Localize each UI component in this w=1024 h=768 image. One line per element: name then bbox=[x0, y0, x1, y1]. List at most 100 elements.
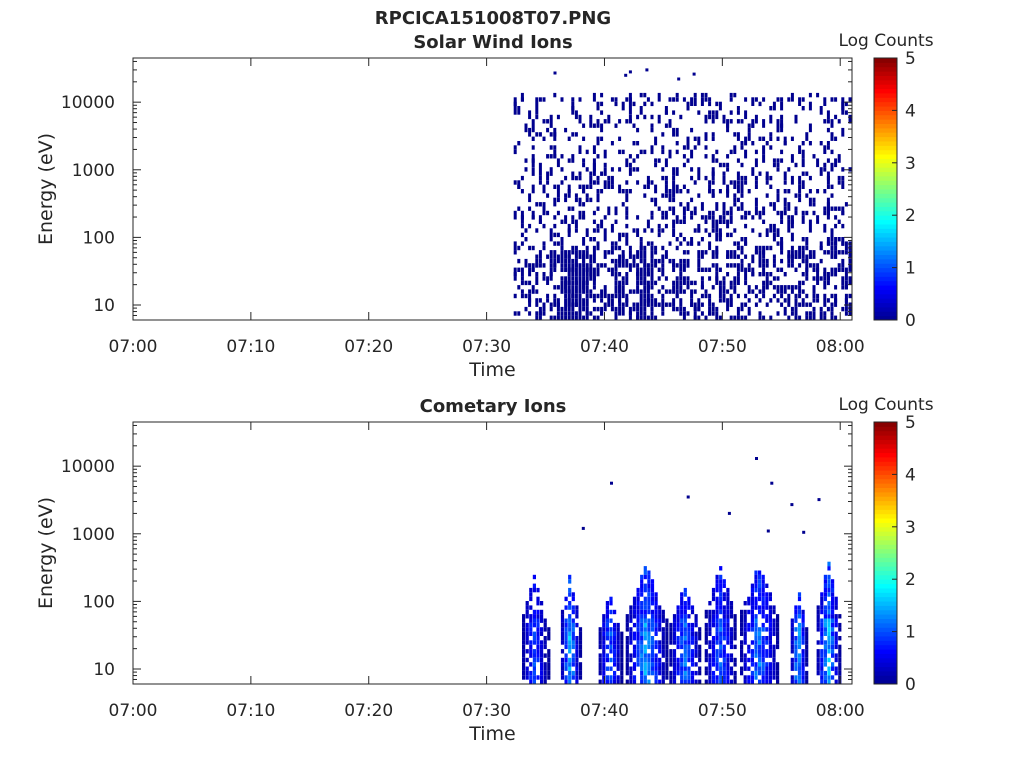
heatmap-cell bbox=[618, 258, 622, 268]
heatmap-cell bbox=[650, 254, 654, 259]
heatmap-cell bbox=[650, 596, 655, 602]
heatmap-cell bbox=[827, 579, 831, 584]
heatmap-cell bbox=[598, 670, 602, 676]
heatmap-cell bbox=[575, 679, 579, 684]
heatmap-cell bbox=[536, 644, 540, 650]
heatmap-cell bbox=[711, 210, 715, 216]
colorbar-segment bbox=[874, 154, 897, 159]
heatmap-cell bbox=[672, 306, 676, 312]
heatmap-cell bbox=[750, 618, 754, 623]
colorbar-tick-label: 4 bbox=[905, 101, 916, 121]
heatmap-cell bbox=[632, 622, 637, 628]
heatmap-cell bbox=[729, 640, 734, 645]
heatmap-cell bbox=[546, 210, 550, 216]
heatmap-cell bbox=[776, 298, 780, 303]
heatmap-cell bbox=[808, 219, 812, 224]
heatmap-cell bbox=[657, 223, 661, 229]
heatmap-cell bbox=[761, 649, 765, 654]
heatmap-cell bbox=[643, 627, 647, 632]
heatmap-cell bbox=[650, 267, 654, 272]
heatmap-cell bbox=[650, 614, 655, 619]
heatmap-cell bbox=[740, 631, 744, 636]
heatmap-cell bbox=[776, 614, 780, 619]
heatmap-cell bbox=[636, 302, 640, 312]
heatmap-cell bbox=[535, 228, 539, 233]
heatmap-cell bbox=[722, 596, 726, 602]
heatmap-cell bbox=[715, 306, 719, 312]
colorbar-segment bbox=[874, 439, 897, 445]
heatmap-cell bbox=[560, 267, 564, 272]
heatmap-cell bbox=[571, 315, 575, 320]
heatmap-cell bbox=[664, 254, 668, 259]
heatmap-cell bbox=[787, 215, 791, 220]
heatmap-cell bbox=[531, 289, 535, 294]
heatmap-cell bbox=[812, 263, 816, 268]
heatmap-cell bbox=[524, 158, 528, 163]
heatmap-cell bbox=[704, 640, 708, 645]
heatmap-cell bbox=[697, 298, 701, 303]
heatmap-cell bbox=[616, 653, 620, 658]
heatmap-cell bbox=[831, 622, 835, 628]
heatmap-cell bbox=[715, 202, 719, 207]
heatmap-cell bbox=[698, 657, 702, 663]
colorbar-segment bbox=[874, 71, 897, 76]
heatmap-cell bbox=[582, 202, 586, 207]
heatmap-cell bbox=[765, 193, 769, 198]
heatmap-cell bbox=[768, 622, 772, 628]
heatmap-cell bbox=[571, 670, 575, 676]
heatmap-point bbox=[766, 529, 770, 533]
heatmap-cell bbox=[690, 605, 695, 610]
heatmap-cell bbox=[614, 245, 618, 251]
heatmap-cell bbox=[722, 653, 726, 658]
heatmap-cell bbox=[765, 679, 769, 684]
heatmap-cell bbox=[797, 592, 802, 597]
colorbar-segment bbox=[874, 58, 897, 63]
heatmap-cell bbox=[547, 657, 551, 663]
heatmap-cell bbox=[834, 267, 838, 272]
heatmap-cell bbox=[726, 263, 730, 268]
heatmap-cell bbox=[629, 618, 633, 623]
heatmap-cell bbox=[574, 311, 578, 316]
heatmap-cell bbox=[754, 605, 758, 610]
heatmap-cell bbox=[650, 210, 654, 216]
heatmap-cell bbox=[672, 627, 677, 632]
heatmap-cell bbox=[672, 636, 677, 641]
heatmap-cell bbox=[693, 210, 697, 216]
heatmap-cell bbox=[830, 184, 834, 189]
heatmap-cell bbox=[553, 232, 557, 238]
heatmap-cell bbox=[679, 272, 683, 277]
heatmap-cell bbox=[812, 197, 816, 203]
heatmap-cell bbox=[585, 149, 589, 155]
heatmap-cell bbox=[747, 649, 751, 654]
heatmap-cell bbox=[513, 241, 517, 251]
heatmap-cell bbox=[768, 640, 772, 645]
heatmap-cell bbox=[747, 189, 751, 194]
heatmap-cell bbox=[632, 653, 637, 658]
heatmap-cell bbox=[758, 245, 762, 251]
heatmap-cell bbox=[661, 210, 665, 216]
heatmap-cell bbox=[772, 605, 776, 610]
heatmap-cell bbox=[646, 293, 650, 303]
heatmap-cell bbox=[574, 193, 578, 198]
heatmap-cell bbox=[513, 276, 517, 281]
heatmap-cell bbox=[560, 657, 565, 663]
heatmap-cell bbox=[680, 592, 684, 597]
heatmap-cell bbox=[592, 306, 596, 312]
heatmap-cell bbox=[589, 267, 593, 277]
heatmap-cell bbox=[540, 649, 544, 654]
heatmap-cell bbox=[837, 175, 841, 181]
heatmap-cell bbox=[640, 618, 644, 623]
colorbar-segment bbox=[874, 193, 897, 199]
heatmap-cell bbox=[560, 254, 564, 264]
heatmap-cell bbox=[610, 175, 614, 185]
heatmap-cell bbox=[628, 167, 632, 172]
heatmap-cell bbox=[758, 136, 762, 141]
heatmap-cell bbox=[708, 306, 712, 316]
heatmap-cell bbox=[715, 622, 719, 628]
heatmap-cell bbox=[646, 97, 650, 102]
heatmap-cell bbox=[711, 636, 716, 641]
heatmap-cell bbox=[797, 622, 802, 628]
heatmap-cell bbox=[574, 315, 578, 320]
heatmap-cell bbox=[643, 583, 647, 588]
colorbar-segment bbox=[874, 149, 897, 155]
